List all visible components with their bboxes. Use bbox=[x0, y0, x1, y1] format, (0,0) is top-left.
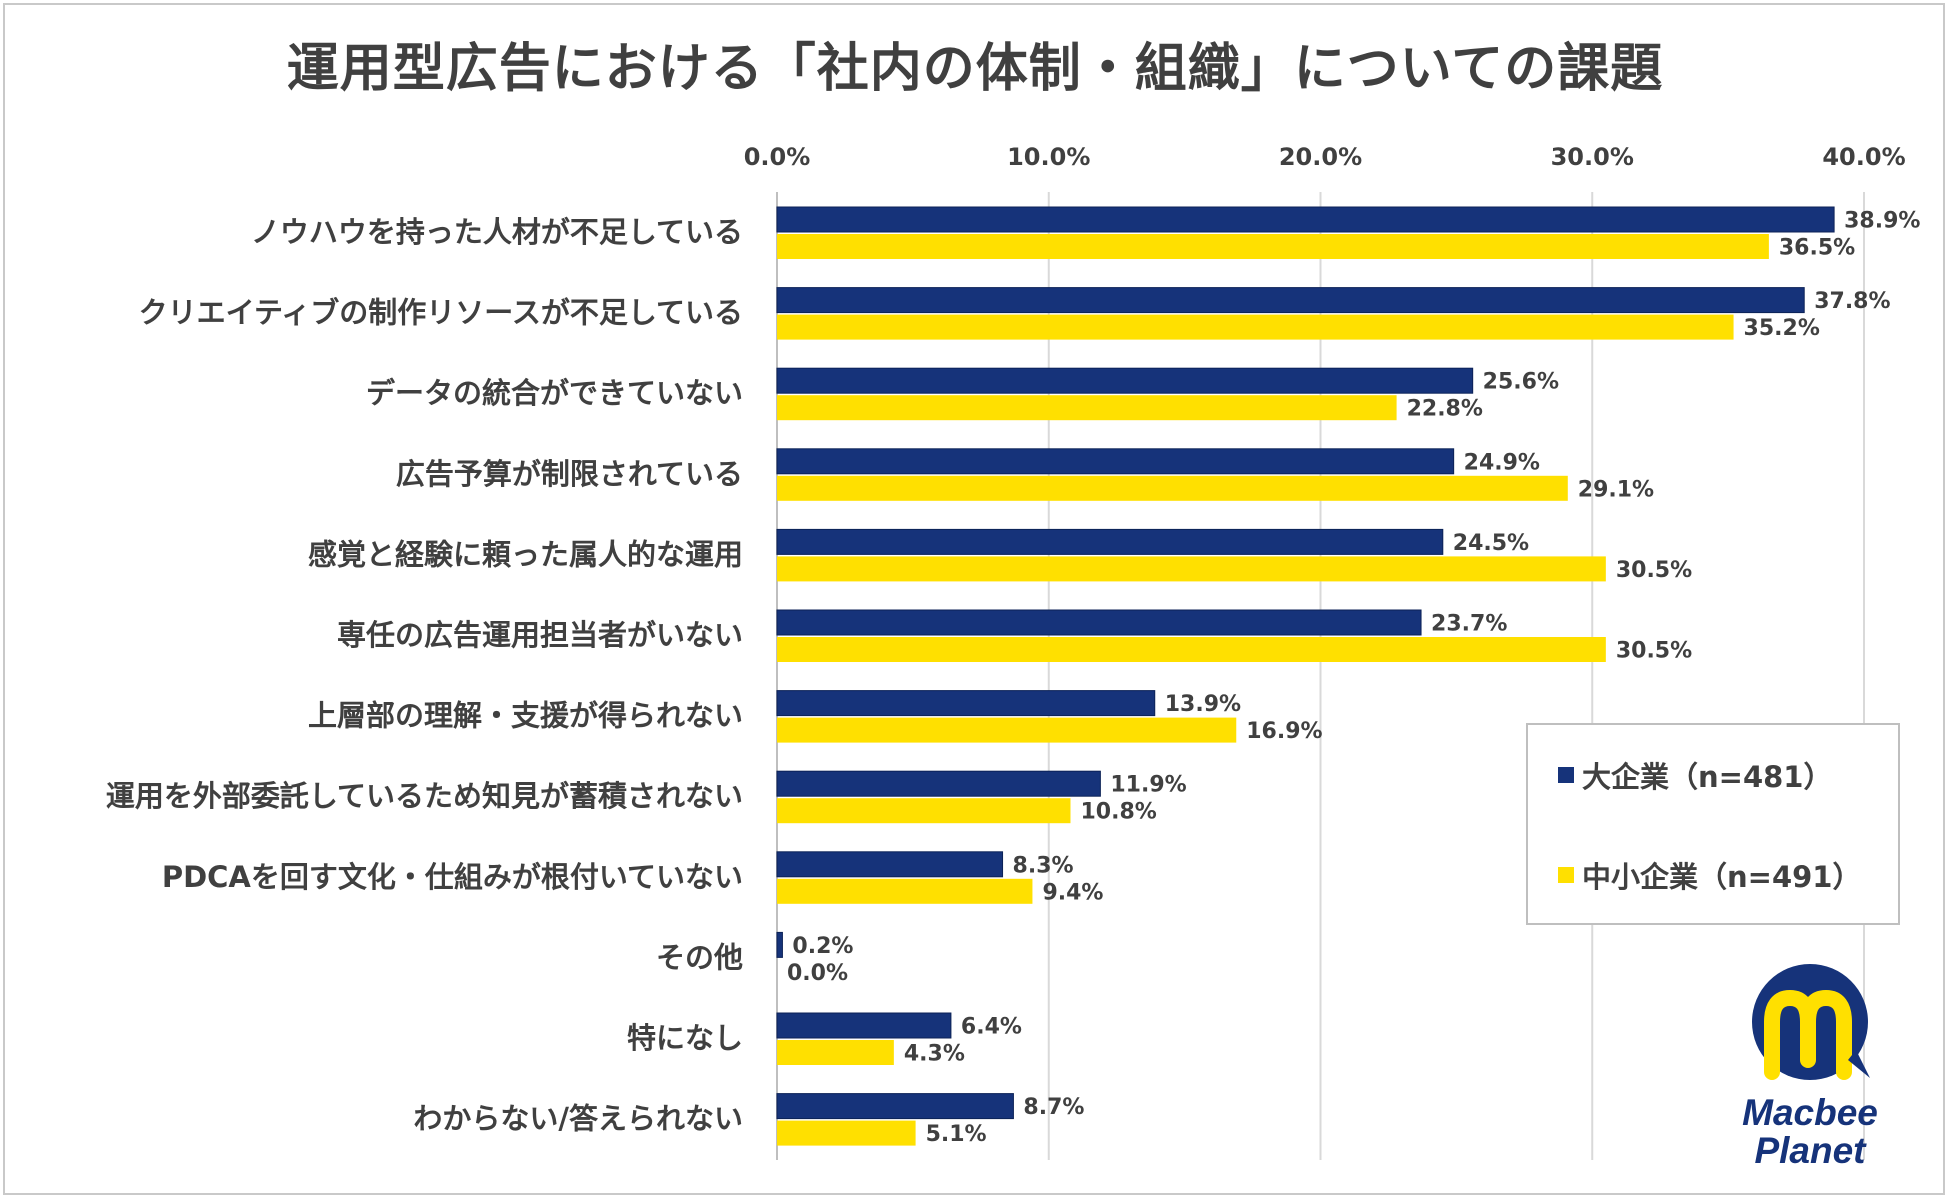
bar-large-enterprise bbox=[776, 448, 1455, 475]
logo-tail-icon bbox=[1848, 1050, 1870, 1078]
category-label: 特になし bbox=[627, 1021, 743, 1055]
bar-sme bbox=[777, 234, 1769, 259]
bar-large-enterprise bbox=[776, 206, 1835, 233]
x-tick-label: 10.0% bbox=[1007, 143, 1090, 171]
data-label: 24.9% bbox=[1464, 450, 1540, 475]
bar-large-enterprise bbox=[776, 1093, 1014, 1120]
legend-swatch-large-enterprise bbox=[1558, 767, 1574, 783]
data-label: 37.8% bbox=[1814, 289, 1890, 314]
data-label: 35.2% bbox=[1744, 316, 1820, 341]
category-label: わからない/答えられない bbox=[413, 1102, 743, 1136]
macbee-planet-logo: Macbee Planet bbox=[1742, 964, 1878, 1170]
bar-sme bbox=[777, 637, 1606, 662]
legend-label-sme: 中小企業（n=491） bbox=[1582, 860, 1862, 894]
data-label: 11.9% bbox=[1110, 773, 1186, 798]
data-label: 30.5% bbox=[1616, 558, 1692, 583]
data-label: 16.9% bbox=[1246, 719, 1322, 744]
x-tick-label: 40.0% bbox=[1822, 143, 1905, 171]
data-label: 22.8% bbox=[1407, 397, 1483, 422]
x-tick-label: 0.0% bbox=[744, 143, 811, 171]
data-label: 0.0% bbox=[787, 961, 848, 986]
legend-item-sme: 中小企業（n=491） bbox=[1558, 855, 1861, 895]
bar-large-enterprise bbox=[776, 931, 783, 958]
category-label: 運用を外部委託しているため知見が蓄積されない bbox=[106, 779, 743, 813]
x-tick-label: 20.0% bbox=[1279, 143, 1362, 171]
category-label: PDCAを回す文化・仕組みが根付いていない bbox=[162, 860, 743, 894]
category-label: クリエイティブの制作リソースが不足している bbox=[139, 296, 743, 330]
bar-large-enterprise bbox=[776, 287, 1805, 314]
bar-sme bbox=[777, 475, 1568, 501]
logo-text-macbee: Macbee bbox=[1742, 1092, 1878, 1133]
bar-large-enterprise bbox=[776, 609, 1422, 636]
data-label: 24.5% bbox=[1453, 531, 1529, 556]
data-label: 30.5% bbox=[1616, 639, 1692, 664]
bar-sme bbox=[777, 314, 1734, 340]
data-label: 9.4% bbox=[1042, 880, 1103, 905]
data-label: 4.3% bbox=[904, 1042, 965, 1067]
data-label: 29.1% bbox=[1578, 477, 1654, 502]
logo-text-planet: Planet bbox=[1754, 1130, 1867, 1170]
legend-item-large-enterprise: 大企業（n=481） bbox=[1558, 755, 1832, 795]
data-label: 6.4% bbox=[961, 1015, 1022, 1040]
bar-large-enterprise bbox=[776, 851, 1004, 878]
logo-m-icon bbox=[1764, 989, 1852, 1080]
category-label: その他 bbox=[656, 940, 743, 974]
bar-sme bbox=[777, 1040, 894, 1065]
bar-sme bbox=[777, 556, 1606, 582]
data-label: 36.5% bbox=[1779, 236, 1855, 261]
category-label: 上層部の理解・支援が得られない bbox=[308, 699, 743, 733]
bar-sme bbox=[777, 878, 1033, 904]
category-label: 専任の広告運用担当者がいない bbox=[337, 618, 743, 652]
data-label: 8.7% bbox=[1023, 1095, 1084, 1120]
chart-frame bbox=[3, 3, 1945, 1195]
data-label: 25.6% bbox=[1483, 370, 1559, 395]
data-label: 8.3% bbox=[1013, 853, 1074, 878]
x-tick-label: 30.0% bbox=[1551, 143, 1634, 171]
data-label: 13.9% bbox=[1165, 692, 1241, 717]
bar-large-enterprise bbox=[776, 1012, 952, 1039]
bar-sme bbox=[777, 798, 1071, 824]
bar-sme bbox=[777, 717, 1237, 743]
bar-large-enterprise bbox=[776, 528, 1444, 555]
chart-title: 運用型広告における「社内の体制・組織」についての課題 bbox=[286, 39, 1664, 99]
category-label: 広告予算が制限されている bbox=[396, 457, 743, 491]
category-label: データの統合ができていない bbox=[366, 376, 743, 410]
data-label: 10.8% bbox=[1080, 800, 1156, 825]
data-label: 5.1% bbox=[926, 1122, 987, 1147]
category-label: 感覚と経験に頼った属人的な運用 bbox=[308, 537, 743, 571]
bar-sme bbox=[777, 395, 1397, 421]
bar-large-enterprise bbox=[776, 690, 1156, 717]
bar-large-enterprise bbox=[776, 770, 1101, 797]
data-label: 38.9% bbox=[1844, 209, 1920, 234]
data-label: 23.7% bbox=[1431, 612, 1507, 637]
legend-label-large-enterprise: 大企業（n=481） bbox=[1582, 760, 1833, 794]
category-label: ノウハウを持った人材が不足している bbox=[251, 215, 743, 249]
bar-sme bbox=[777, 1120, 916, 1146]
legend-swatch-sme bbox=[1558, 867, 1574, 883]
legend: 大企業（n=481） 中小企業（n=491） bbox=[1526, 723, 1900, 925]
data-label: 0.2% bbox=[792, 934, 853, 959]
bar-large-enterprise bbox=[776, 367, 1474, 394]
